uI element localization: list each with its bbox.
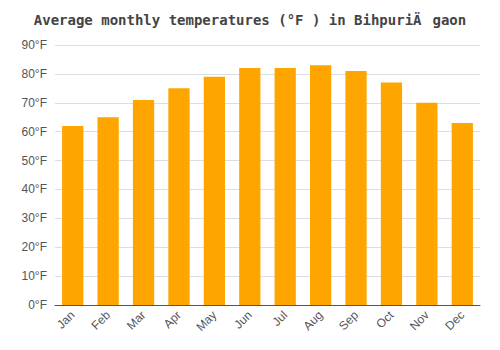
svg-text:Jul: Jul <box>269 308 290 329</box>
svg-text:90°F: 90°F <box>22 38 47 52</box>
svg-text:60°F: 60°F <box>22 125 47 139</box>
svg-text:Jan: Jan <box>54 308 78 332</box>
svg-text:20°F: 20°F <box>22 240 47 254</box>
svg-text:30°F: 30°F <box>22 211 47 225</box>
svg-text:70°F: 70°F <box>22 96 47 110</box>
svg-text:Dec: Dec <box>442 308 467 333</box>
svg-text:Oct: Oct <box>373 308 397 332</box>
svg-text:Mar: Mar <box>124 308 149 332</box>
svg-text:Aug: Aug <box>301 308 326 333</box>
svg-text:Jun: Jun <box>231 308 255 332</box>
svg-text:Apr: Apr <box>161 308 184 331</box>
svg-text:Sep: Sep <box>336 308 361 333</box>
svg-text:80°F: 80°F <box>22 67 47 81</box>
svg-text:Nov: Nov <box>407 308 432 333</box>
svg-text:0°F: 0°F <box>28 298 47 312</box>
svg-text:40°F: 40°F <box>22 182 47 196</box>
svg-text:Feb: Feb <box>89 308 114 333</box>
svg-text:50°F: 50°F <box>22 154 47 168</box>
svg-text:Average monthly temperatures (: Average monthly temperatures (°F ) in Bi… <box>34 12 466 28</box>
svg-text:10°F: 10°F <box>22 269 47 283</box>
svg-text:May: May <box>193 308 219 334</box>
